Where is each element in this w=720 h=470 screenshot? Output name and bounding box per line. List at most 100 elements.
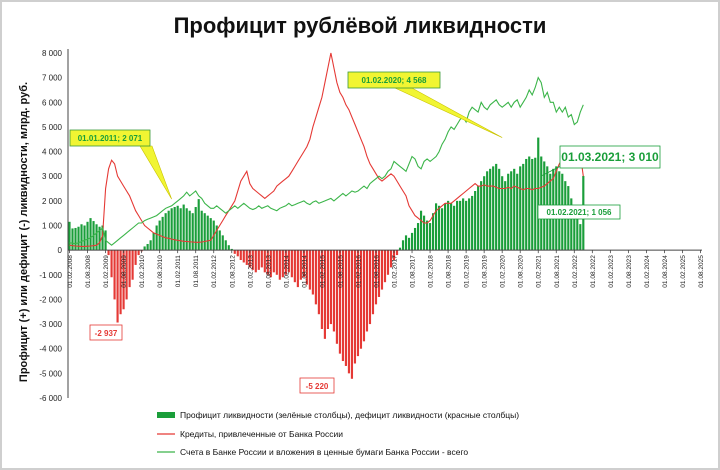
bar xyxy=(465,200,468,251)
bar xyxy=(182,204,185,251)
x-tick-label: 01.08.2013 xyxy=(265,255,272,288)
bar xyxy=(537,137,540,251)
bar xyxy=(570,198,573,251)
bar xyxy=(513,168,516,251)
bar xyxy=(314,250,317,305)
bar xyxy=(170,208,173,251)
x-tick-label: 01.02.2020 xyxy=(500,255,507,288)
bar xyxy=(179,208,182,251)
series-line xyxy=(69,76,584,246)
annotation-label: -5 220 xyxy=(306,382,329,391)
bar xyxy=(296,250,299,288)
bar xyxy=(495,163,498,251)
bar xyxy=(101,225,104,251)
bar xyxy=(356,250,360,357)
annotations: 01.01.2011; 2 071 01.02.2020; 4 568 01.03.… xyxy=(69,71,661,394)
callout-box xyxy=(347,71,441,89)
y-tick-label: 3 000 xyxy=(42,172,63,181)
series-line xyxy=(69,52,584,247)
bar xyxy=(332,250,336,332)
x-tick-label: 01.02.2021 xyxy=(536,255,543,288)
bar xyxy=(504,181,507,251)
bar xyxy=(525,158,528,251)
annotation-box xyxy=(299,377,335,394)
x-tick-label: 01.08.2014 xyxy=(301,255,308,288)
bar xyxy=(480,181,483,251)
bar xyxy=(477,186,480,251)
bar xyxy=(425,220,429,251)
bar xyxy=(80,224,83,251)
bar xyxy=(410,232,414,251)
bar xyxy=(519,166,522,251)
annotation-label: 01.03.2021; 3 010 xyxy=(561,150,659,164)
bar xyxy=(185,208,188,251)
bar xyxy=(335,250,339,344)
bar xyxy=(125,250,128,300)
bar xyxy=(230,248,233,251)
y-ticks: 8 000 7 000 6 000 5 000 4 000 3 000 2 000 1 000… xyxy=(39,49,62,403)
bar xyxy=(338,250,342,354)
bar xyxy=(149,240,152,251)
bar xyxy=(266,250,269,275)
bar xyxy=(209,218,212,251)
x-tick-label: 01.02.2025 xyxy=(680,255,687,288)
bar xyxy=(191,213,194,251)
bar xyxy=(438,205,441,251)
bar xyxy=(453,205,456,251)
bar xyxy=(176,205,179,251)
x-tick-label: 01.08.2012 xyxy=(229,255,236,288)
chart-title: Профицит рублёвой ликвидности xyxy=(174,13,547,38)
bar xyxy=(152,232,155,251)
bar xyxy=(501,176,504,251)
y-tick-label: 1 000 xyxy=(42,222,63,231)
bar xyxy=(107,250,110,256)
bar xyxy=(245,250,248,265)
bar xyxy=(444,203,447,251)
bar xyxy=(428,223,432,251)
bar xyxy=(242,250,245,263)
bar xyxy=(459,200,462,251)
bar xyxy=(143,246,146,251)
bar xyxy=(254,250,257,273)
bar xyxy=(392,250,396,260)
x-tick-label: 01.08.2023 xyxy=(626,255,633,288)
x-tick-label: 01.08.2009 xyxy=(121,255,128,288)
bar xyxy=(71,228,74,251)
bar xyxy=(281,250,284,278)
x-tick-label: 01.08.2016 xyxy=(373,255,380,288)
legend: Профицит ликвидности (зелёные столбцы), … xyxy=(157,410,519,457)
bar xyxy=(269,250,272,278)
x-tick-label: 01.02.2024 xyxy=(644,255,651,288)
x-tick-label: 01.02.2013 xyxy=(247,255,254,288)
x-tick-label: 01.08.2024 xyxy=(662,255,669,288)
bar xyxy=(456,200,459,251)
bar xyxy=(522,163,525,251)
bar xyxy=(441,208,444,251)
bar xyxy=(203,213,206,251)
x-tick-label: 01.02.2010 xyxy=(139,255,146,288)
bar xyxy=(113,250,116,300)
bar xyxy=(389,250,393,268)
x-tick-label: 01.08.2021 xyxy=(554,255,561,288)
annotation-label: 01.02.2021; 1 056 xyxy=(547,208,612,217)
bar xyxy=(299,250,302,280)
bar xyxy=(471,195,474,251)
x-tick-label: 01.02.2011 xyxy=(175,255,182,287)
bar xyxy=(573,205,576,251)
bar xyxy=(224,240,227,251)
x-tick-label: 01.08.2011 xyxy=(193,255,200,287)
bar xyxy=(380,250,384,290)
bar xyxy=(119,250,122,315)
bar xyxy=(155,225,158,251)
bar xyxy=(98,226,101,251)
x-tick-label: 01.08.2019 xyxy=(482,255,489,288)
callout-label: 01.01.2011; 2 071 xyxy=(78,134,143,143)
bar xyxy=(197,199,200,251)
y-tick-label: 4 000 xyxy=(42,148,63,157)
bar xyxy=(128,250,131,288)
bar xyxy=(68,221,71,251)
x-tick-label: 01.02.2008 xyxy=(67,255,74,288)
bar xyxy=(137,250,140,256)
bar xyxy=(341,250,345,362)
